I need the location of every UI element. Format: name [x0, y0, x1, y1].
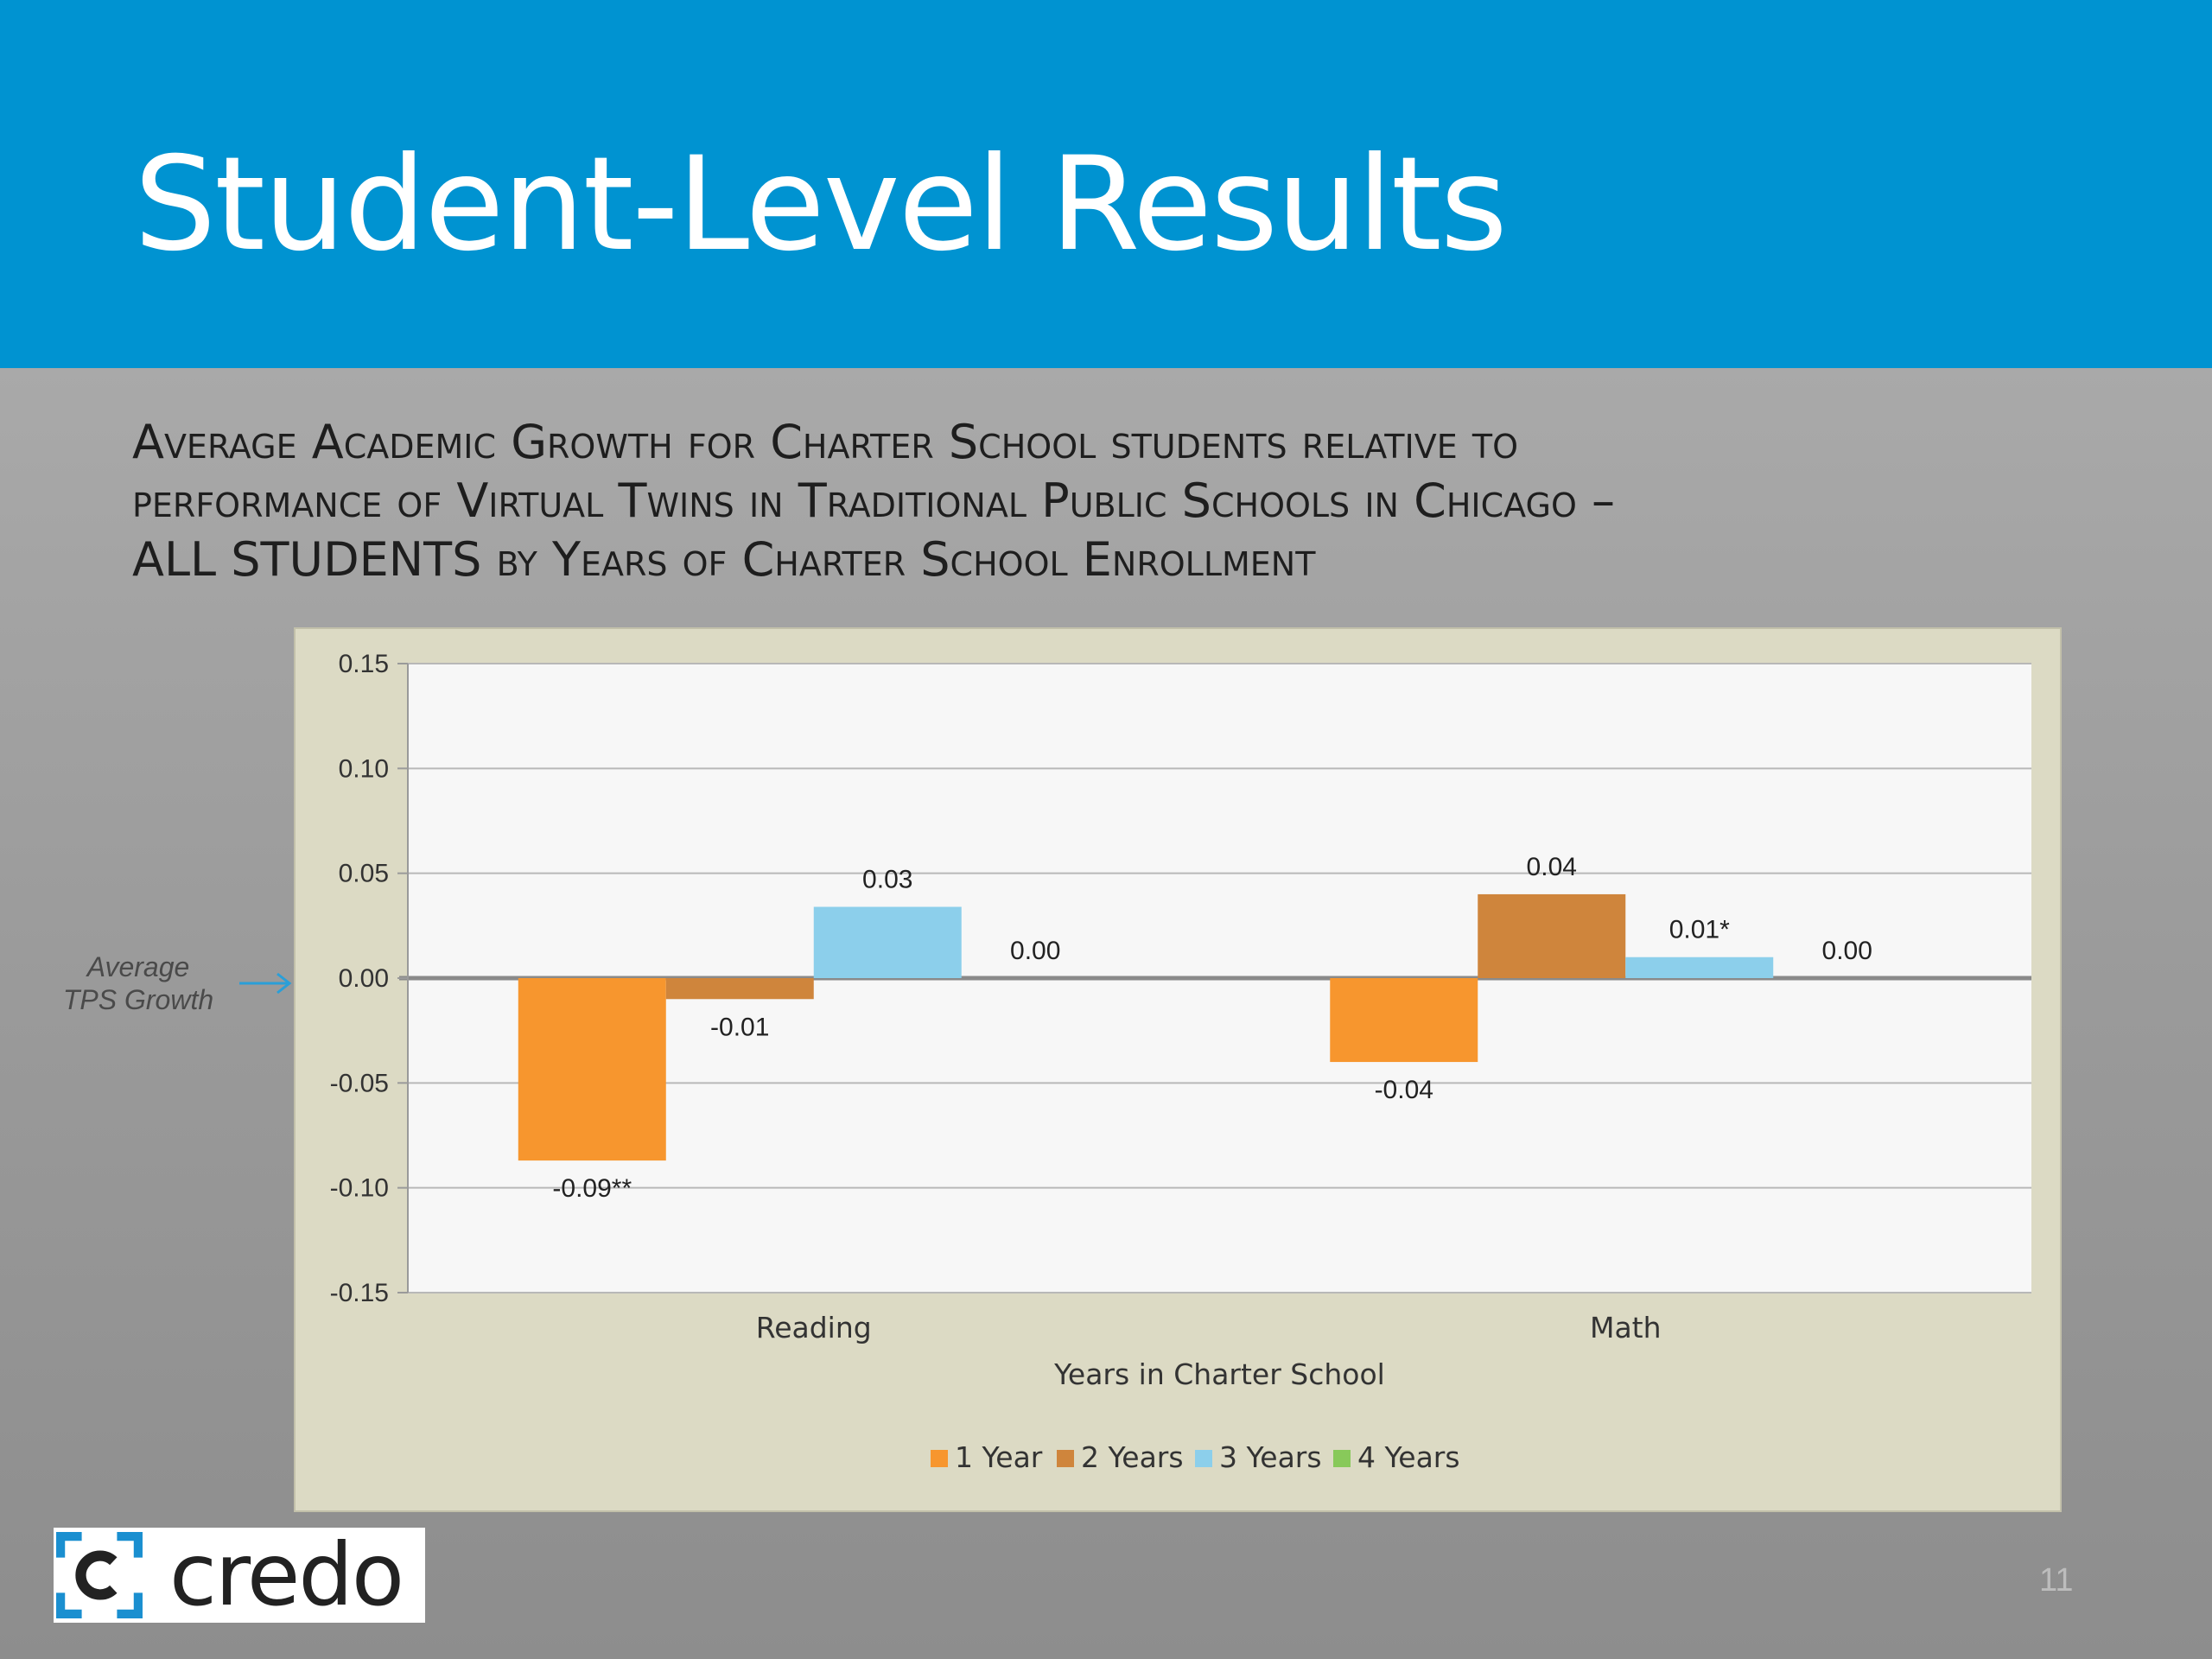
legend-label: 4 Years — [1357, 1440, 1460, 1474]
page-number: 11 — [2039, 1562, 2074, 1599]
data-label: 0.04 — [1527, 853, 1577, 881]
bar-chart: 0.15 0.10 0.05 0.00 -0.05 -0.10 -0.15 -0.09** -0… — [330, 650, 2031, 1474]
legend-swatch — [1195, 1450, 1212, 1467]
legend-label: 2 Years — [1081, 1440, 1184, 1474]
chart-heading-line: Average Academic Growth for Charter Scho… — [132, 415, 1519, 469]
slide-title: Student-Level Results — [134, 130, 1508, 280]
bar-reading-2 — [665, 978, 814, 1000]
data-label: 0.01* — [1669, 916, 1730, 944]
y-tick-label: 0.05 — [339, 860, 389, 888]
legend-swatch — [931, 1450, 948, 1467]
data-label: -0.04 — [1375, 1076, 1433, 1104]
legend-label: 1 Year — [955, 1440, 1043, 1474]
category-label: Reading — [756, 1311, 872, 1344]
legend-swatch — [1057, 1450, 1074, 1467]
credo-logo-icon — [56, 1532, 143, 1618]
bar-math-2 — [1478, 893, 1626, 978]
logo-text: credo — [169, 1524, 404, 1625]
data-label: -0.01 — [710, 1013, 769, 1041]
x-axis-title: Years in Charter School — [1053, 1357, 1385, 1391]
data-label: 0.00 — [1822, 937, 1872, 965]
y-tick-label: -0.15 — [330, 1279, 389, 1307]
legend-swatch — [1333, 1450, 1351, 1467]
y-tick-label: 0.10 — [339, 754, 389, 783]
chart-panel: 0.15 0.10 0.05 0.00 -0.05 -0.10 -0.15 -0.09** -0… — [294, 627, 2062, 1512]
category-label: Math — [1590, 1311, 1662, 1344]
y-tick-label: -0.05 — [330, 1069, 389, 1097]
bar-reading-3 — [813, 906, 962, 978]
reference-note: Average TPS Growth — [43, 950, 233, 1016]
bar-math-3 — [1625, 957, 1774, 978]
chart-heading-line: performance of Virtual Twins in Traditio… — [132, 474, 1616, 528]
reference-note-line: TPS Growth — [62, 984, 214, 1015]
title-banner: Student-Level Results — [0, 0, 2212, 368]
bar-reading-1 — [518, 978, 666, 1161]
data-label: -0.09** — [552, 1174, 632, 1203]
chart-heading: Average Academic Growth for Charter Scho… — [132, 413, 2120, 589]
bar-math-1 — [1330, 978, 1478, 1063]
reference-note-line: Average — [86, 951, 190, 982]
y-tick-label: 0.00 — [339, 964, 389, 993]
data-label: 0.03 — [862, 865, 912, 893]
credo-logo: credo — [54, 1524, 425, 1625]
data-label: 0.00 — [1010, 937, 1060, 965]
chart-heading-line: ALL STUDENTS by Years of Charter School … — [132, 532, 1316, 587]
legend-label: 3 Years — [1219, 1440, 1322, 1474]
y-tick-label: 0.15 — [339, 650, 389, 678]
right-arrow-icon — [239, 972, 292, 995]
y-tick-label: -0.10 — [330, 1174, 389, 1203]
